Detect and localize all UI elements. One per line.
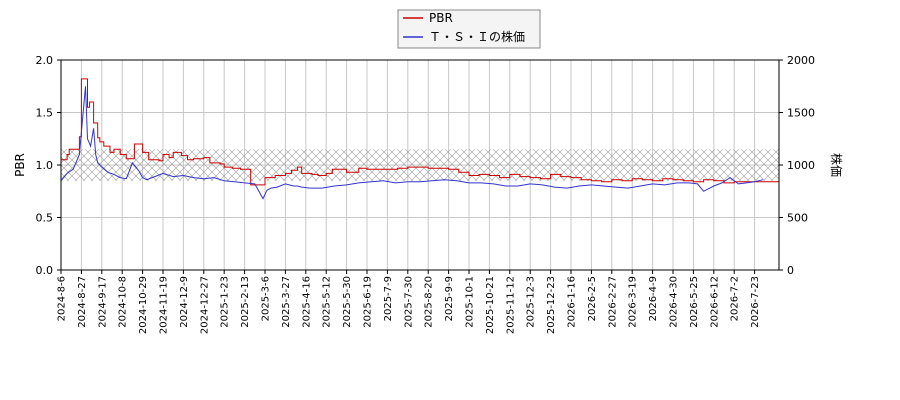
y-tick-label-right: 1000: [787, 159, 815, 172]
x-tick-label: 2025-12-3: [526, 276, 537, 328]
x-tick-label: 2025-6-19: [363, 276, 374, 328]
y-tick-label: 2.0: [36, 54, 54, 67]
x-tick-label: 2026-7-23: [750, 276, 761, 328]
x-tick-label: 2024-10-29: [138, 276, 149, 334]
x-tick-label: 2026-4-30: [669, 276, 680, 328]
y-tick-label-right: 0: [787, 264, 794, 277]
x-tick-label: 2024-10-8: [118, 276, 129, 328]
x-tick-label: 2024-8-6: [57, 276, 68, 321]
x-tick-label: 2026-2-27: [607, 276, 618, 328]
legend-label-pbr: PBR: [429, 11, 453, 25]
y-tick-label-right: 2000: [787, 54, 815, 67]
x-tick-label: 2026-4-9: [648, 276, 659, 321]
x-tick-label: 2026-3-19: [628, 276, 639, 328]
x-tick-label: 2024-12-27: [199, 276, 210, 334]
y-axis-label-right: 株価: [829, 153, 844, 177]
x-tick-label: 2025-12-23: [546, 276, 557, 334]
x-ticks: 2024-8-6 2024-8-27 2024-9-17 2024-10-8 2024-…: [57, 270, 761, 334]
series-line-0: [61, 78, 779, 186]
x-tick-label: 2025-4-16: [301, 276, 312, 328]
legend-label-stock-price: Ｔ・Ｓ・Ｉの株価: [429, 29, 525, 44]
y-axis-label-left: PBR: [13, 153, 27, 177]
y-ticks-right: 0 500 1000 1500 2000: [779, 54, 815, 277]
series-lines: [61, 78, 779, 200]
x-tick-label: 2024-12-9: [179, 276, 190, 328]
y-tick-label: 0.0: [36, 264, 54, 277]
x-tick-label: 2026-5-25: [689, 276, 700, 328]
x-tick-label: 2025-10-1: [465, 276, 476, 328]
x-tick-label: 2026-7-2: [730, 276, 741, 321]
x-tick-label: 2025-10-21: [485, 276, 496, 334]
range-band: [61, 149, 779, 181]
y-tick-label-right: 500: [787, 212, 808, 225]
x-tick-label: 2025-7-9: [383, 276, 394, 321]
y-ticks-left: 0.0 0.5 1.0 1.5 2.0: [36, 54, 61, 277]
x-tick-label: 2024-11-19: [159, 276, 170, 334]
x-tick-label: 2024-8-27: [77, 276, 88, 328]
x-tick-label: 2024-9-17: [97, 276, 108, 328]
x-tick-label: 2026-1-16: [567, 276, 578, 328]
series-line-1: [61, 86, 763, 200]
x-tick-label: 2025-8-20: [424, 276, 435, 328]
y-tick-label-right: 1500: [787, 107, 815, 120]
x-tick-label: 2025-11-12: [505, 276, 516, 334]
x-tick-label: 2026-6-12: [709, 276, 720, 328]
y-tick-label: 0.5: [36, 212, 54, 225]
x-tick-label: 2025-5-30: [342, 276, 353, 328]
x-tick-label: 2026-2-5: [587, 276, 598, 321]
x-tick-label: 2025-5-12: [322, 276, 333, 328]
y-tick-label: 1.0: [36, 159, 54, 172]
x-tick-label: 2025-3-27: [281, 276, 292, 328]
x-tick-label: 2025-1-23: [220, 276, 231, 328]
x-tick-label: 2025-9-9: [444, 276, 455, 321]
x-tick-label: 2025-3-6: [261, 276, 272, 321]
legend: PBR Ｔ・Ｓ・Ｉの株価: [397, 9, 541, 49]
y-tick-label: 1.5: [36, 107, 54, 120]
legend-box: [397, 9, 541, 49]
x-tick-label: 2025-7-30: [403, 276, 414, 328]
x-tick-label: 2025-2-13: [240, 276, 251, 328]
